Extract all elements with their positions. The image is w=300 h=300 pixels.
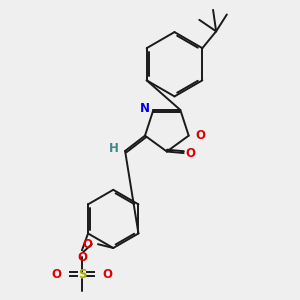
Text: O: O: [196, 129, 206, 142]
Text: O: O: [77, 251, 87, 264]
Text: S: S: [78, 268, 86, 281]
Text: H: H: [109, 142, 119, 155]
Text: O: O: [82, 238, 93, 251]
Text: O: O: [51, 268, 61, 281]
Text: O: O: [186, 147, 196, 160]
Text: N: N: [140, 102, 149, 115]
Text: O: O: [103, 268, 112, 281]
